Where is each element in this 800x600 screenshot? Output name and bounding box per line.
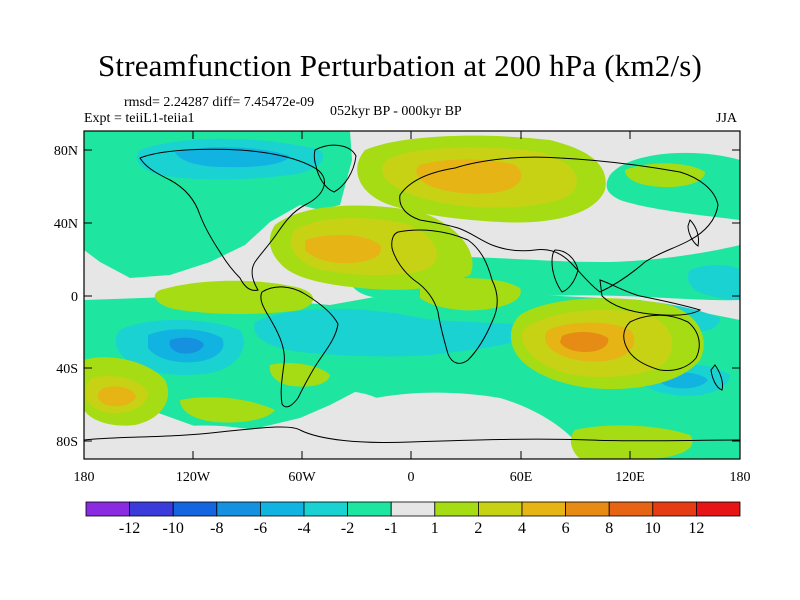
lon-label-120w: 120W (176, 470, 211, 485)
colorbar-label: 1 (431, 520, 439, 537)
colorbar-label: 12 (688, 520, 704, 537)
coast-europe-asia (399, 156, 719, 293)
colorbar-label: 10 (645, 520, 661, 537)
colorbar-box (608, 501, 654, 517)
period-label: 052kyr BP - 000kyr BP (330, 104, 462, 119)
season-label: JJA (716, 111, 738, 126)
lat-labels: 80N 40N 0 40S 80S (54, 144, 78, 450)
colorbar-label: -1 (385, 520, 398, 537)
colorbar: -12 -10 -8 -6 -4 -2 -1 1 2 4 6 8 10 12 (85, 501, 741, 537)
experiment-label: Expt = teiiL1-teiia1 (84, 111, 195, 126)
plot-title: Streamfunction Perturbation at 200 hPa (… (97, 48, 703, 83)
lat-label-80n: 80N (54, 144, 78, 159)
coast-africa (391, 229, 498, 364)
coast-greenland (313, 144, 357, 193)
colorbar-label: -8 (210, 520, 223, 537)
axis-ticks (83, 131, 741, 459)
colorbar-label: -6 (254, 520, 267, 537)
colorbar-label: 8 (605, 520, 613, 537)
lon-label-120e: 120E (615, 470, 645, 485)
colorbar-label: -10 (163, 520, 184, 537)
lon-label-60e: 60E (510, 470, 533, 485)
lon-label-0: 0 (408, 470, 415, 485)
stats-label: rmsd= 2.24287 diff= 7.45472e-09 (124, 95, 315, 110)
colorbar-box (696, 501, 741, 517)
coast-japan (687, 219, 699, 247)
coast-north-america (139, 148, 325, 291)
lat-label-80s: 80S (56, 435, 78, 450)
colorbar-box (216, 501, 261, 517)
contour-pos4-atlantic (305, 234, 382, 264)
colorbar-box (172, 501, 218, 517)
contour-neg6-pacific (169, 337, 204, 354)
colorbar-box (521, 501, 566, 517)
coast-southeast-asia (599, 279, 702, 316)
coast-antarctica (84, 426, 740, 443)
colorbar-box (347, 501, 392, 517)
colorbar-box (390, 501, 436, 517)
contour-pos1-equator (154, 280, 314, 314)
contour-neutral-southpac (150, 425, 300, 459)
coast-south-america (260, 286, 339, 408)
colorbar-box (477, 501, 523, 517)
coast-india (551, 249, 579, 293)
colorbar-label: -12 (119, 520, 140, 537)
coast-australia (623, 314, 700, 371)
colorbar-box (85, 501, 130, 517)
coast-new-zealand (710, 364, 723, 391)
lon-label-60w: 60W (288, 470, 316, 485)
contour-pos1-southatlantic (269, 363, 330, 387)
contour-pos1-antarctic (570, 425, 693, 459)
colorbar-box (129, 501, 174, 517)
contour-pos4-southpac (97, 386, 136, 407)
colorbar-box (259, 501, 305, 517)
contour-pos4-europe (416, 159, 522, 194)
contour-pos6-australia (560, 332, 609, 352)
colorbar-label: -2 (341, 520, 354, 537)
contour-pos1-southpac-east (180, 397, 275, 423)
contour-pos1-africa (420, 278, 521, 311)
colorbar-label: -4 (297, 520, 310, 537)
lat-label-40s: 40S (56, 362, 78, 377)
colorbar-label: 4 (518, 520, 526, 537)
colorbar-label: 6 (562, 520, 570, 537)
lat-label-0: 0 (71, 290, 78, 305)
lon-label-180e: 180 (730, 470, 751, 485)
lon-label-180w: 180 (74, 470, 95, 485)
lon-labels: 180 120W 60W 0 60E 120E 180 (74, 470, 751, 485)
colorbar-box (303, 501, 348, 517)
colorbar-box (565, 501, 610, 517)
plot-frame (83, 130, 741, 460)
contour-neg2-east (687, 265, 740, 300)
contour-pos1-siberia (625, 163, 705, 188)
lat-label-40n: 40N (54, 217, 78, 232)
contour-neg2-southamerica (254, 308, 540, 357)
colorbar-label: 2 (474, 520, 482, 537)
contour-field (84, 131, 740, 459)
colorbar-box (434, 501, 479, 517)
coastlines (84, 144, 740, 443)
colorbar-box (652, 501, 697, 517)
